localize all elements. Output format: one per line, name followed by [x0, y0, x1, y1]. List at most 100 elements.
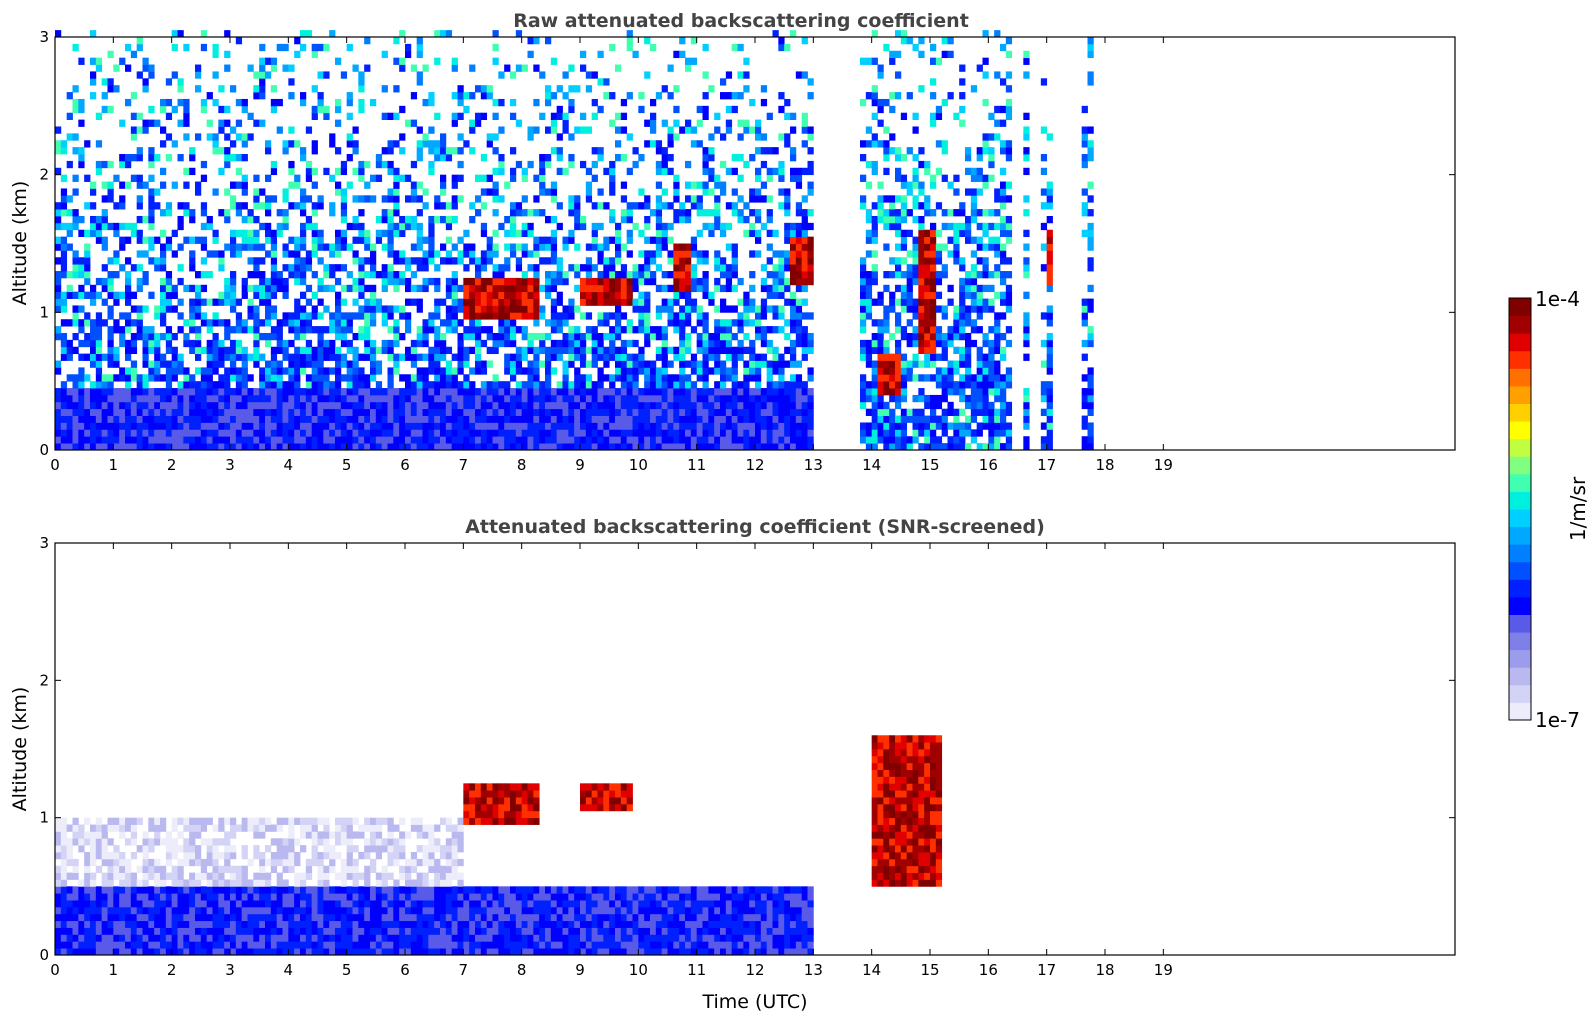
colorbar-step [1509, 667, 1531, 686]
colorbar-step [1509, 385, 1531, 404]
x-tick: 16 [979, 37, 998, 474]
colorbar-step [1509, 456, 1531, 475]
x-tick-label: 18 [1095, 456, 1114, 474]
x-tick-label: 5 [342, 456, 352, 474]
y-tick: 1 [39, 303, 1455, 321]
plot-area [54, 542, 1456, 956]
x-tick: 18 [1095, 543, 1115, 979]
colorbar-step [1509, 298, 1531, 317]
x-tick-label: 3 [225, 961, 235, 979]
x-tick: 19 [1154, 543, 1173, 979]
y-tick: 0 [39, 946, 1455, 964]
y-axis-label: Altitude (km) [9, 181, 31, 306]
y-tick-label: 0 [39, 946, 49, 964]
x-tick: 13 [804, 37, 823, 474]
colorbar-step [1509, 473, 1531, 492]
x-tick-label: 9 [575, 961, 585, 979]
x-axis-label: Time (UTC) [701, 991, 807, 1013]
x-tick-label: 13 [804, 961, 823, 979]
x-tick: 5 [342, 37, 352, 474]
panel-title: Raw attenuated backscattering coefficien… [513, 10, 969, 32]
y-axis-label: Altitude (km) [9, 687, 31, 812]
y-tick: 0 [39, 441, 1455, 459]
x-axis: 0 1 2 3 4 5 6 7 8 9 10 11 12 13 14 15 16 17 18 19 [50, 37, 1173, 474]
x-tick: 13 [804, 543, 823, 979]
y-tick: 2 [39, 166, 1455, 184]
colorbar-step [1509, 632, 1531, 651]
colorbar-step [1509, 614, 1531, 633]
x-tick-label: 3 [225, 456, 235, 474]
y-tick-label: 0 [39, 441, 49, 459]
x-tick: 9 [575, 543, 585, 979]
x-tick-label: 0 [50, 456, 60, 474]
x-tick-label: 12 [745, 961, 764, 979]
x-tick-label: 4 [284, 456, 294, 474]
x-tick: 10 [629, 37, 648, 474]
x-tick-label: 15 [920, 456, 939, 474]
x-tick-label: 13 [804, 456, 823, 474]
x-tick: 1 [109, 37, 119, 474]
x-tick: 15 [920, 543, 940, 979]
colorbar-unit-label: 1/m/sr [1566, 476, 1590, 541]
colorbar-step [1509, 333, 1531, 352]
x-tick: 17 [1037, 37, 1056, 474]
colorbar-step [1509, 649, 1531, 668]
x-tick: 14 [862, 543, 881, 979]
y-tick-label: 1 [39, 303, 49, 321]
colorbar-step [1509, 544, 1531, 563]
x-tick: 19 [1154, 37, 1173, 474]
colorbar: 1e-4 1e-7 1/m/sr [1508, 287, 1590, 732]
x-tick: 2 [167, 37, 177, 474]
x-tick-label: 4 [284, 961, 294, 979]
plot-area [54, 30, 1456, 451]
x-tick: 7 [459, 37, 468, 474]
x-tick-label: 14 [862, 961, 881, 979]
colorbar-step [1509, 596, 1531, 615]
panel-screened: Attenuated backscattering coefficient (S… [9, 516, 1456, 1013]
x-tick-label: 2 [167, 961, 177, 979]
x-tick: 8 [517, 543, 527, 979]
colorbar-step [1509, 438, 1531, 457]
y-tick-label: 2 [39, 166, 49, 184]
x-tick-label: 7 [459, 961, 469, 979]
x-axis: 0 1 2 3 4 5 6 7 8 9 10 11 12 13 14 15 16 17 18 19 [50, 543, 1173, 979]
panel-title: Attenuated backscattering coefficient (S… [465, 516, 1045, 538]
colorbar-step [1509, 368, 1531, 387]
x-tick-label: 11 [687, 456, 706, 474]
x-tick: 3 [225, 37, 235, 474]
x-tick-label: 6 [400, 961, 410, 979]
x-tick-label: 2 [167, 456, 177, 474]
x-tick: 10 [629, 543, 648, 979]
x-tick-label: 12 [745, 456, 764, 474]
x-tick: 18 [1095, 37, 1115, 474]
colorbar-step [1509, 350, 1531, 369]
x-tick: 4 [284, 37, 294, 474]
colorbar-max-label: 1e-4 [1535, 287, 1580, 311]
colorbar-step [1509, 684, 1531, 703]
x-tick-label: 0 [50, 961, 60, 979]
x-tick: 4 [284, 543, 294, 979]
colorbar-step [1509, 403, 1531, 422]
x-tick: 11 [687, 543, 706, 979]
x-tick: 9 [575, 37, 585, 474]
colorbar-step [1509, 421, 1531, 440]
y-tick-label: 1 [39, 809, 49, 827]
x-tick-label: 16 [979, 961, 998, 979]
x-tick: 5 [342, 543, 351, 979]
colorbar-step [1509, 509, 1531, 528]
x-tick-label: 8 [517, 961, 527, 979]
x-tick-label: 6 [400, 456, 410, 474]
y-tick: 1 [39, 809, 1455, 827]
y-tick-label: 3 [39, 534, 49, 552]
x-tick: 11 [687, 37, 706, 474]
y-tick: 3 [39, 534, 1455, 552]
x-tick-label: 19 [1154, 961, 1173, 979]
colorbar-scale [1509, 298, 1531, 721]
x-tick: 0 [50, 543, 60, 979]
x-tick: 6 [400, 543, 410, 979]
x-tick-label: 10 [629, 961, 648, 979]
x-tick-label: 1 [109, 456, 119, 474]
x-tick: 3 [225, 543, 235, 979]
y-tick: 2 [39, 671, 1455, 689]
